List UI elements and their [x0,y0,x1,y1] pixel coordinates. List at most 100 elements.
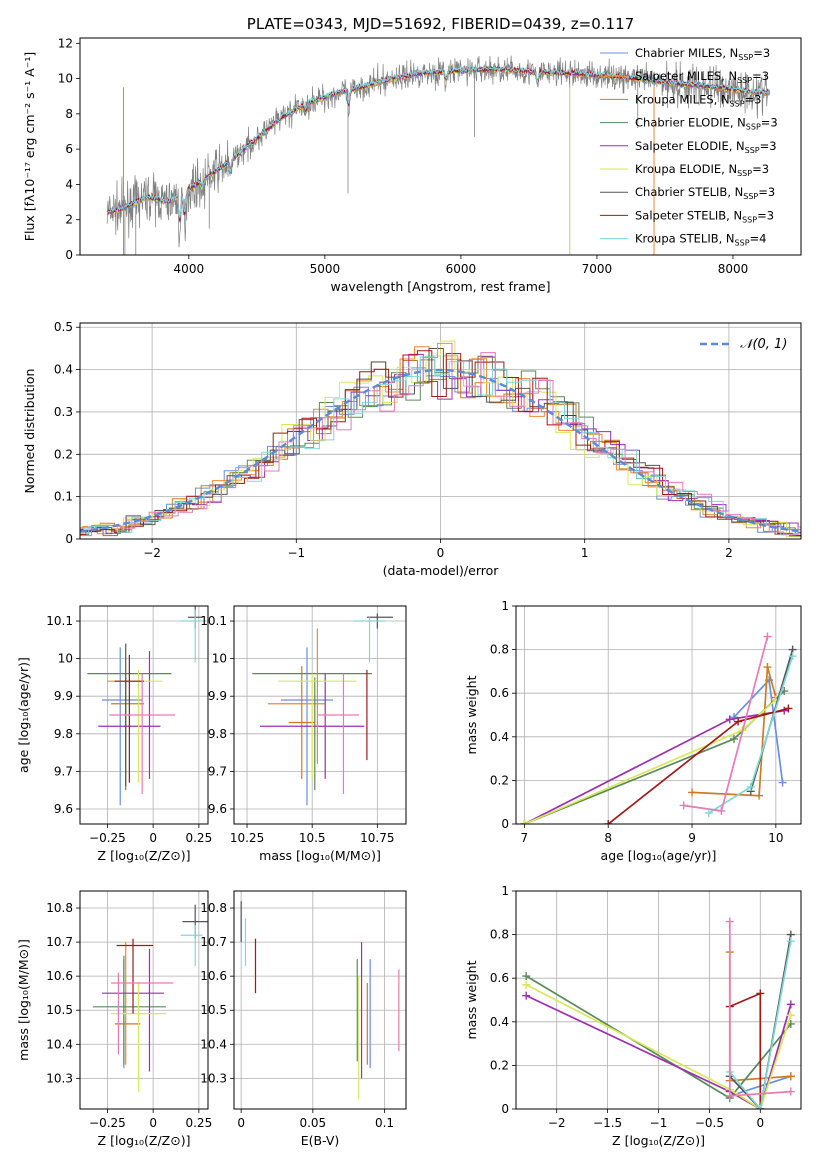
y-tick-label: 10.1 [46,614,73,628]
y-tick-label: 9.9 [54,689,73,703]
model-fit-line [106,66,770,221]
plus-marker [729,713,738,722]
y-tick-label: 0.1 [54,490,73,504]
legend-label: Chabrier MILES, NSSP=3 [635,46,770,62]
legend-label: Salpeter MILES, NSSP=3 [635,69,769,85]
legend-label: Salpeter ELODIE, NSSP=3 [635,139,777,155]
mass_weight_vs_age-frame [515,605,802,825]
y-tick-label: 0 [501,1102,509,1116]
mass_vs_ebv-frame [233,890,407,1110]
y-tick-label: 0 [65,248,73,262]
y-tick-label: 0.4 [54,363,73,377]
legend-label: Kroupa ELODIE, NSSP=3 [635,162,769,178]
plus-marker [786,937,795,946]
y-tick-label: 10 [58,652,73,666]
y-tick-label: 10.4 [200,1037,227,1051]
age_vs_Z-frame [79,605,209,825]
y-tick-label: 10 [212,652,227,666]
plus-marker [679,801,688,810]
y-tick-label: 9.6 [208,802,227,816]
x-axis-label: wavelength [Angstrom, rest frame] [330,279,550,294]
plus-marker [734,717,743,726]
y-tick-label: 0.8 [490,928,509,942]
plus-marker [746,782,755,791]
y-axis-label: mass [log₁₀(M/M⊙)] [16,939,31,1061]
plus-marker [704,809,713,818]
plus-marker [763,632,772,641]
y-tick-label: 0.6 [490,686,509,700]
mass_vs_Z-points [92,904,208,1092]
x-tick-label: 4000 [174,262,205,276]
plus-marker [786,1000,795,1009]
y-tick-label: 10.5 [200,1003,227,1017]
y-axis-label: mass weight [464,960,479,1039]
y-tick-label: 10.7 [46,935,73,949]
plus-marker [786,1087,795,1096]
y-tick-label: 1 [501,599,509,613]
mass-weight-line [683,636,769,812]
x-axis-label: E(B-V) [301,1133,340,1148]
plus-marker [604,820,613,824]
y-tick-label: 9.8 [208,727,227,741]
y-tick-label: 8 [65,107,73,121]
normal-curve [80,368,801,533]
y-tick-label: 1 [501,884,509,898]
x-tick-label: 9 [688,831,696,845]
x-tick-label: 7000 [582,262,613,276]
y-tick-label: 9.9 [208,689,227,703]
plus-marker [520,820,529,824]
x-tick-label: −0.25 [89,1116,126,1130]
plus-marker [522,991,531,1000]
age_vs_mass-points [252,613,393,806]
x-axis-label: mass [log₁₀(M/M⊙)] [259,848,381,863]
x-axis-label: (data-model)/error [383,563,500,578]
chart-title: PLATE=0343, MJD=51692, FIBERID=0439, z=0… [247,15,634,33]
x-tick-label: 1 [581,546,589,560]
y-tick-label: 9.6 [54,802,73,816]
y-tick-label: 0.2 [490,1058,509,1072]
x-tick-label: 10.75 [360,831,394,845]
y-tick-label: 10.6 [46,969,73,983]
y-tick-label: 10.3 [46,1071,73,1085]
x-tick-label: 0.25 [185,1116,212,1130]
y-axis-label: Normed distribution [22,369,37,494]
age_vs_Z-points [87,606,203,806]
x-tick-label: −1 [650,1116,668,1130]
x-tick-label: 0 [237,1116,245,1130]
y-tick-label: 0.2 [490,773,509,787]
plus-marker [763,663,772,672]
y-tick-label: 0 [65,532,73,546]
plus-marker [522,980,531,989]
y-tick-label: 0.2 [54,447,73,461]
x-tick-label: 7 [521,831,529,845]
y-tick-label: 4 [65,177,73,191]
mass_weight_vs_Z-frame [515,890,802,1110]
age_vs_mass-frame [233,605,407,825]
y-tick-label: 10.5 [46,1003,73,1017]
y-tick-label: 10.1 [200,614,227,628]
y-tick-label: 10.4 [46,1037,73,1051]
plus-marker [717,806,726,815]
legend-label: Kroupa MILES, NSSP=3 [635,92,761,108]
y-tick-label: 2 [65,213,73,227]
x-tick-label: 0.1 [375,1116,394,1130]
mass-weight-line [525,994,792,1109]
mass-weight-line [729,940,792,1109]
spectrum-frame [79,37,802,256]
x-tick-label: 6000 [446,262,477,276]
mass_vs_ebv-points [240,901,400,1099]
mass_weight_vs_age-lines [520,632,797,824]
y-tick-label: 10.6 [200,969,227,983]
mass_vs_Z-axes: −0.25 0 0.25 10.3 10.4 10.5 10.6 10.7 10.8 Z [log… [16,891,212,1148]
histogram-step [80,348,801,537]
x-tick-label: 0 [756,1116,764,1130]
y-tick-label: 0.4 [490,1015,509,1029]
mass-weight-line [525,983,792,1109]
x-tick-label: 0 [437,546,445,560]
spectrum-legend: Chabrier MILES, NSSP=3 Salpeter MILES, NS… [600,46,778,248]
y-tick-label: 9.7 [54,764,73,778]
residuals-frame [79,322,802,540]
plus-marker [778,778,787,787]
y-tick-label: 9.8 [54,727,73,741]
plus-marker [725,715,734,724]
